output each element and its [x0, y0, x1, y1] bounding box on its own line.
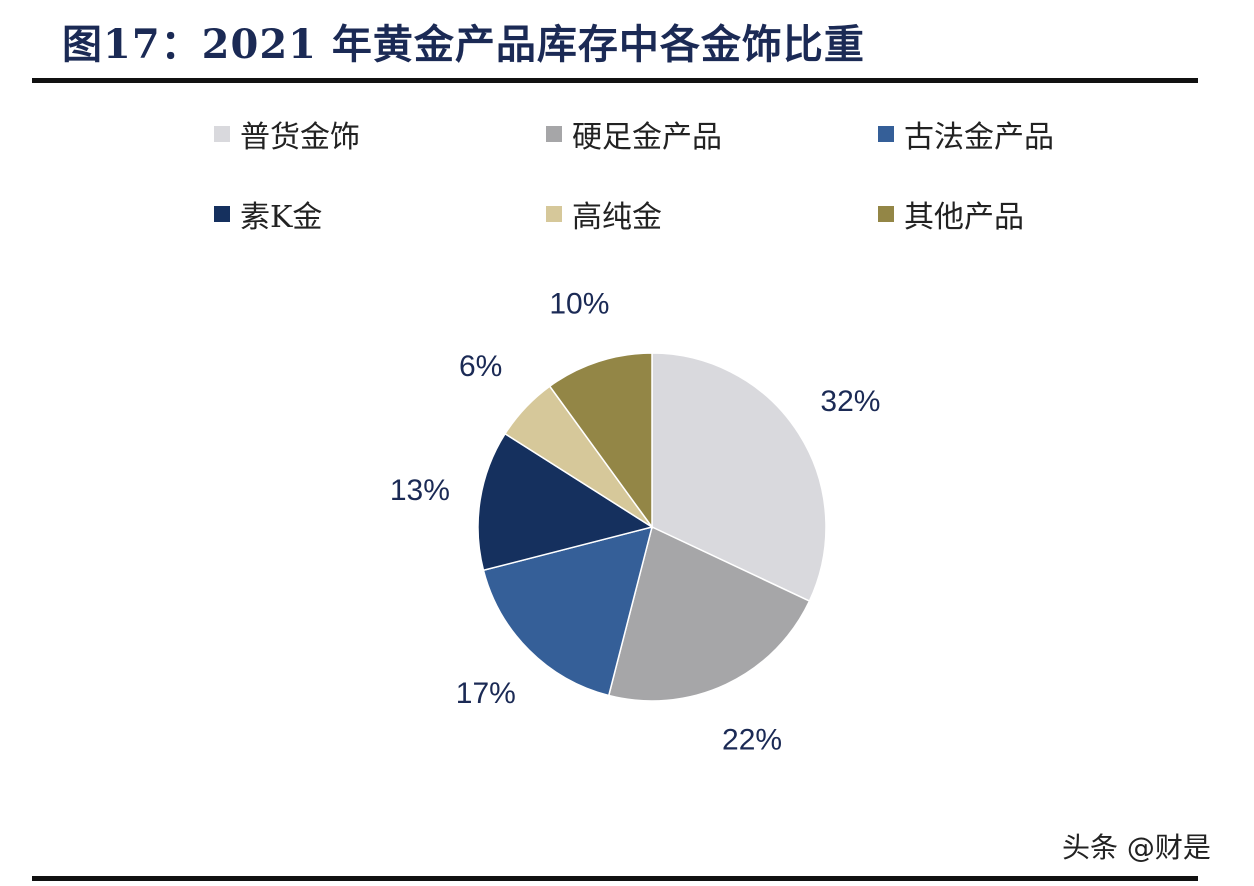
chart-title: 图17：2021 年黄金产品库存中各金饰比重: [62, 21, 865, 68]
legend-label: 素K金: [240, 200, 323, 235]
data-label: 17%: [456, 677, 516, 710]
legend-swatch: [546, 206, 562, 222]
legend-swatch: [878, 206, 894, 222]
pie-slice: [651, 352, 827, 603]
legend-item: 硬足金产品: [546, 112, 722, 156]
legend-item: 普货金饰: [214, 112, 360, 156]
legend-label: 古法金产品: [904, 120, 1054, 155]
legend-label: 其他产品: [904, 200, 1024, 235]
legend-item: 素K金: [214, 192, 322, 236]
top-rule: [32, 78, 1198, 83]
pie-slice: [607, 525, 811, 702]
data-label: 32%: [820, 385, 880, 418]
legend-swatch: [214, 126, 230, 142]
watermark: 头条 @财是: [1062, 831, 1211, 864]
legend-label: 高纯金: [572, 200, 662, 235]
legend-swatch: [546, 126, 562, 142]
data-label: 10%: [549, 288, 609, 321]
legend-item: 其他产品: [878, 192, 1024, 236]
data-label: 13%: [390, 474, 450, 507]
legend-item: 高纯金: [546, 192, 662, 236]
bottom-rule: [32, 876, 1198, 881]
legend-label: 普货金饰: [240, 120, 360, 155]
pie-slice: [477, 432, 654, 572]
data-label: 22%: [722, 724, 782, 757]
legend-swatch: [214, 206, 230, 222]
pie-slice: [548, 352, 653, 530]
legend-item: 古法金产品: [878, 112, 1054, 156]
legend-swatch: [878, 126, 894, 142]
data-label: 6%: [459, 350, 502, 383]
pie-slice: [482, 525, 654, 697]
legend-label: 硬足金产品: [572, 120, 722, 155]
